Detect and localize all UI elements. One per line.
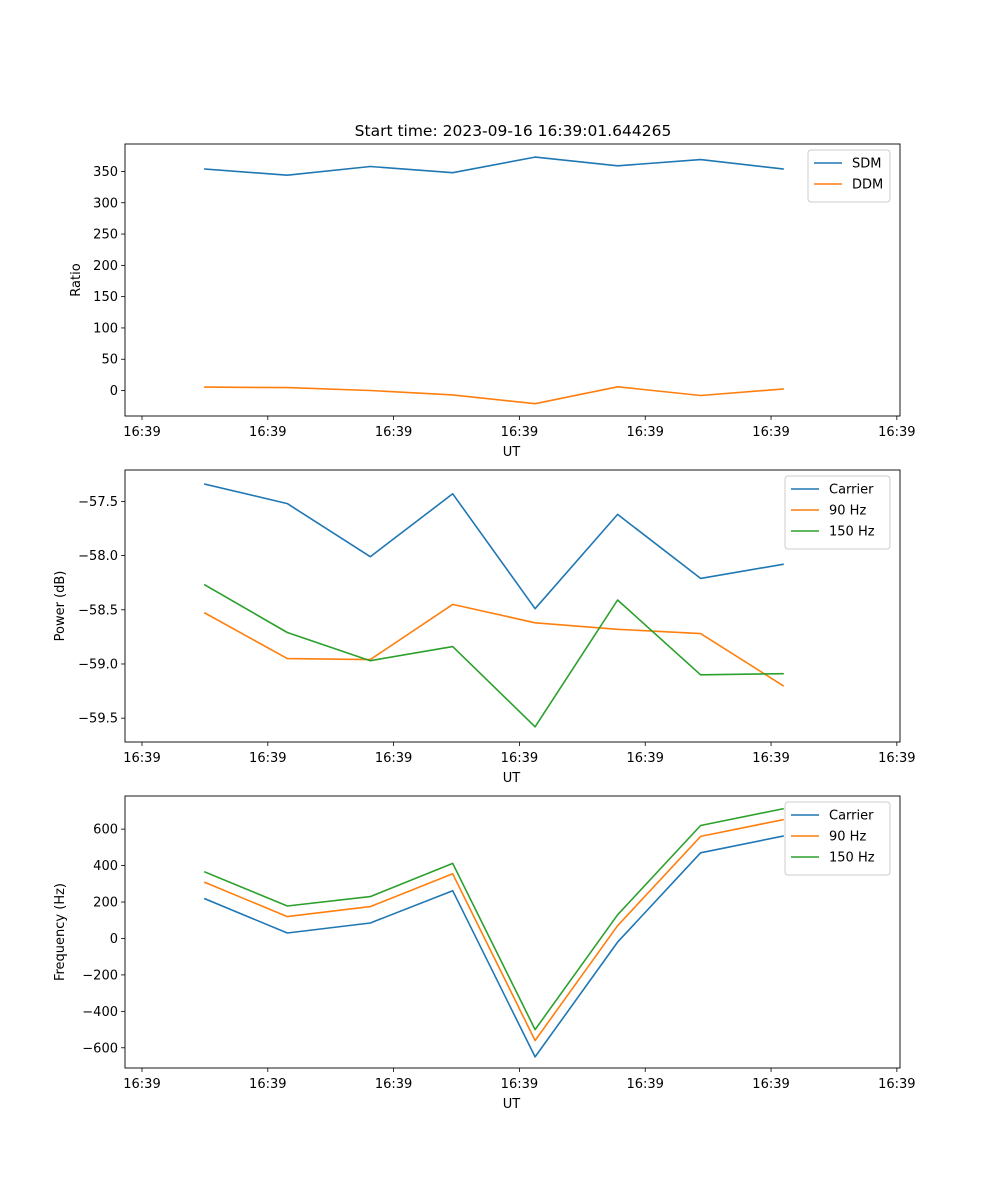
x-tick-label: 16:39 xyxy=(752,1077,789,1092)
y-tick-label: −59.0 xyxy=(78,657,118,672)
x-tick-label: 16:39 xyxy=(878,751,915,766)
y-tick-label: 250 xyxy=(93,228,118,243)
series-line-sdm xyxy=(204,156,784,176)
x-axis-label: UT xyxy=(503,1097,521,1112)
y-tick-label: 200 xyxy=(93,259,118,274)
legend-label: 150 Hz xyxy=(829,851,875,866)
x-tick-label: 16:39 xyxy=(375,1077,412,1092)
y-axis-label: Ratio xyxy=(69,263,84,296)
y-tick-label: 600 xyxy=(93,823,118,838)
y-tick-label: 0 xyxy=(110,384,118,399)
legend-label: Carrier xyxy=(829,809,874,824)
y-tick-label: −57.5 xyxy=(78,495,118,510)
y-tick-label: 50 xyxy=(101,353,118,368)
series-line-150-hz xyxy=(203,807,784,1031)
x-tick-label: 16:39 xyxy=(249,425,286,440)
legend-label: Carrier xyxy=(829,483,874,498)
legend-label: SDM xyxy=(852,157,881,172)
y-axis-label: Frequency (Hz) xyxy=(53,883,68,981)
series-line-carrier xyxy=(203,483,784,610)
figure-title: Start time: 2023-09-16 16:39:01.644265 xyxy=(355,122,672,140)
x-tick-label: 16:39 xyxy=(123,751,160,766)
x-tick-label: 16:39 xyxy=(375,425,412,440)
x-tick-label: 16:39 xyxy=(249,751,286,766)
x-tick-label: 16:39 xyxy=(752,425,789,440)
series-line-carrier xyxy=(203,835,784,1058)
series-line-90-hz xyxy=(203,818,784,1042)
x-tick-label: 16:39 xyxy=(501,751,538,766)
panel-3: −600 −400 −200 0 200 400 600 16:39 16:39 16:39 16:… xyxy=(53,795,916,1112)
series-line-150-hz xyxy=(203,583,784,728)
legend-label: 150 Hz xyxy=(829,525,875,540)
x-axis-label: UT xyxy=(503,771,521,786)
y-tick-label: −58.0 xyxy=(78,549,118,564)
x-axis-label: UT xyxy=(503,445,521,460)
series-line-ddm xyxy=(204,385,784,405)
legend-label: 90 Hz xyxy=(829,504,866,519)
y-tick-label: −200 xyxy=(82,968,118,983)
y-tick-label: 0 xyxy=(110,932,118,947)
axes-frame xyxy=(124,469,901,743)
legend: SDM DDM xyxy=(807,149,891,203)
axes-frame xyxy=(124,795,901,1069)
legend: Carrier 90 Hz 150 Hz xyxy=(784,801,891,876)
y-tick-label: 300 xyxy=(93,196,118,211)
legend-label: 90 Hz xyxy=(829,830,866,845)
y-tick-label: 400 xyxy=(93,859,118,874)
x-tick-label: 16:39 xyxy=(501,1077,538,1092)
y-tick-label: −59.5 xyxy=(78,712,118,727)
x-tick-label: 16:39 xyxy=(249,1077,286,1092)
legend: Carrier 90 Hz 150 Hz xyxy=(784,475,891,550)
y-tick-label: −58.5 xyxy=(78,603,118,618)
y-tick-label: 200 xyxy=(93,896,118,911)
x-tick-label: 16:39 xyxy=(626,751,663,766)
x-tick-label: 16:39 xyxy=(878,425,915,440)
y-tick-label: 350 xyxy=(93,165,118,180)
y-tick-label: 100 xyxy=(93,321,118,336)
y-axis-label: Power (dB) xyxy=(53,571,68,642)
panel-1: 0 50 100 150 200 250 300 350 16:39 16:39 16:39 16:3… xyxy=(69,143,916,460)
x-tick-label: 16:39 xyxy=(878,1077,915,1092)
panel-2: −59.5 −59.0 −58.5 −58.0 −57.5 16:39 16:39 16:39… xyxy=(53,469,916,786)
axes-frame xyxy=(124,143,901,417)
x-tick-label: 16:39 xyxy=(626,1077,663,1092)
y-tick-label: −600 xyxy=(82,1041,118,1056)
legend-label: DDM xyxy=(852,178,883,193)
series-line-90-hz xyxy=(203,603,785,687)
y-tick-label: 150 xyxy=(93,290,118,305)
x-tick-label: 16:39 xyxy=(752,751,789,766)
x-tick-label: 16:39 xyxy=(123,425,160,440)
panels: 0 50 100 150 200 250 300 350 16:39 16:39 16:39 16:3… xyxy=(53,143,916,1112)
x-tick-label: 16:39 xyxy=(626,425,663,440)
x-tick-label: 16:39 xyxy=(123,1077,160,1092)
y-tick-label: −400 xyxy=(82,1005,118,1020)
x-tick-label: 16:39 xyxy=(375,751,412,766)
x-tick-label: 16:39 xyxy=(501,425,538,440)
